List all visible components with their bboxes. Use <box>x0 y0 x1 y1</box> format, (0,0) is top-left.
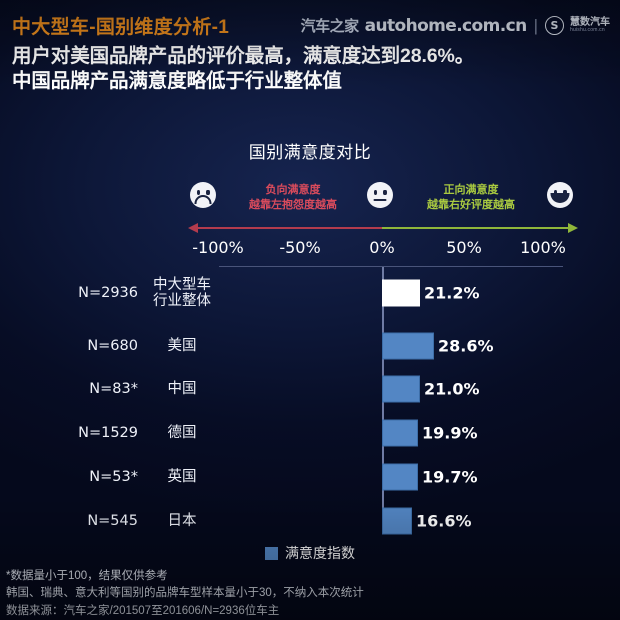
negative-annotation-title: 负向满意度 <box>265 184 321 196</box>
positive-arrow-head-icon <box>568 222 578 233</box>
category-label: 日本 <box>150 513 214 529</box>
sample-size-label: N=2936 <box>78 285 138 301</box>
headline-line-1: 用户对美国品牌产品的评价最高，满意度达到28.6%。 <box>12 45 475 67</box>
sample-size-label: N=680 <box>87 338 138 354</box>
bar <box>382 463 418 491</box>
scale-arrows <box>0 222 620 236</box>
negative-annotation: 负向满意度 越靠左抱怨度越高 <box>225 183 361 212</box>
category-label-line-1: 中大型车 <box>153 276 211 293</box>
legend-label: 满意度指数 <box>285 545 355 561</box>
table-row[interactable]: N=545 日本 16.6% <box>0 500 620 542</box>
brand-separator: | <box>533 15 538 35</box>
table-row[interactable]: N=53* 英国 19.7% <box>0 456 620 498</box>
category-label-line-1: 中国 <box>167 380 197 397</box>
category-label-line-1: 日本 <box>167 512 197 529</box>
axis-tick-100: 100% <box>520 238 566 257</box>
happy-face-icon <box>547 182 573 208</box>
positive-annotation-sub: 越靠右好评度越高 <box>427 198 515 211</box>
axis-tick-zero: 0% <box>369 238 395 257</box>
bar-value-label: 21.0% <box>424 379 480 399</box>
headline: 用户对美国品牌产品的评价最高，满意度达到28.6%。 中国品牌产品满意度略低于行… <box>12 44 612 95</box>
axis-tick-minus-100: -100% <box>192 238 244 257</box>
bar <box>382 507 412 535</box>
legend-swatch-icon <box>265 546 278 560</box>
footnote-1: *数据量小于100，结果仅供参考 <box>6 570 168 582</box>
table-row[interactable]: N=680 美国 28.6% <box>0 325 620 367</box>
category-label: 德国 <box>150 425 214 441</box>
brand-watermark: 汽车之家 autohome.com.cn | 慧数汽车 huishu.com.c… <box>301 15 610 36</box>
category-label-line-1: 美国 <box>167 337 197 354</box>
bar-value-label: 16.6% <box>416 511 472 531</box>
bar <box>382 375 420 403</box>
category-label-line-1: 英国 <box>167 468 197 485</box>
neutral-face-icon <box>367 182 393 208</box>
sample-size-label: N=1529 <box>78 425 138 441</box>
category-label-line-2: 行业整体 <box>153 293 211 309</box>
axis-tick-minus-50: -50% <box>279 238 321 257</box>
brand-name-en: autohome.com.cn <box>364 15 528 36</box>
sad-face-icon <box>190 182 216 208</box>
positive-annotation: 正向满意度 越靠右好评度越高 <box>400 183 542 212</box>
chart-legend: 满意度指数 <box>0 543 620 563</box>
sample-size-label: N=545 <box>87 513 138 529</box>
partner-name: 慧数汽车 <box>570 16 610 28</box>
negative-annotation-sub: 越靠左抱怨度越高 <box>249 198 337 211</box>
negative-arrow-head-icon <box>188 222 198 233</box>
satisfaction-scale: 负向满意度 越靠左抱怨度越高 正向满意度 越靠右好评度越高 -100% -50%… <box>0 176 620 268</box>
bar <box>382 332 434 360</box>
category-label: 中大型车 行业整体 <box>150 277 214 309</box>
chart-title: 国别满意度对比 <box>248 143 372 162</box>
footnote-2: 韩国、瑞典、意大利等国别的品牌车型样本量小于30，不纳入本次统计 <box>6 587 364 600</box>
bar-value-label: 21.2% <box>424 283 480 303</box>
positive-annotation-title: 正向满意度 <box>443 184 499 196</box>
partner-url: huishu.com.cn <box>570 27 605 34</box>
footnotes: *数据量小于100，结果仅供参考 韩国、瑞典、意大利等国别的品牌车型样本量小于3… <box>6 568 364 620</box>
footnote-3: 数据来源：汽车之家/201507至201606/N=2936位车主 <box>6 604 280 617</box>
category-label: 美国 <box>150 338 214 354</box>
bar-value-label: 19.9% <box>422 423 478 443</box>
table-row[interactable]: N=1529 德国 19.9% <box>0 412 620 454</box>
category-label: 英国 <box>150 469 214 485</box>
bar-value-label: 19.7% <box>422 467 478 487</box>
category-label: 中国 <box>150 381 214 397</box>
bar-value-label: 28.6% <box>438 336 494 356</box>
sample-size-label: N=53* <box>89 469 138 485</box>
huishu-logo-icon <box>545 16 564 35</box>
table-row[interactable]: N=2936 中大型车 行业整体 21.2% <box>0 272 620 314</box>
brand-name-cn: 汽车之家 <box>300 18 360 35</box>
negative-arrow-line <box>196 227 382 230</box>
headline-line-2: 中国品牌产品满意度略低于行业整体值 <box>12 70 342 93</box>
axis-tick-50: 50% <box>446 238 482 257</box>
partner-brand: 慧数汽车 huishu.com.cn <box>570 16 610 34</box>
category-label-line-1: 德国 <box>167 424 197 441</box>
positive-arrow-line <box>382 227 568 230</box>
table-row[interactable]: N=83* 中国 21.0% <box>0 368 620 410</box>
page-title: 中大型车-国别维度分析-1 <box>12 17 230 38</box>
bar <box>382 419 418 447</box>
sample-size-label: N=83* <box>89 381 138 397</box>
bar <box>382 279 420 307</box>
